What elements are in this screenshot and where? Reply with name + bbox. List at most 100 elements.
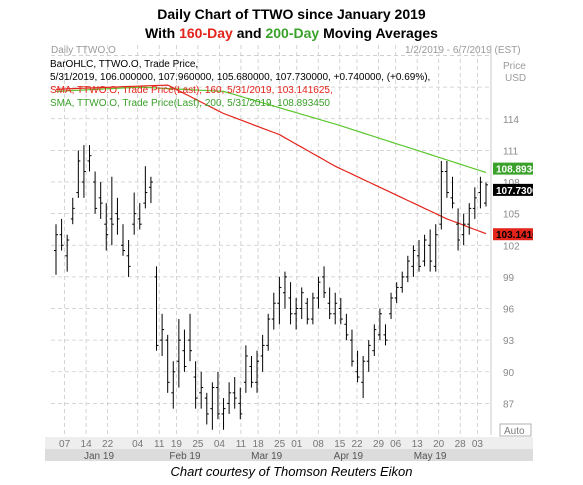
ohlc-bar bbox=[344, 313, 349, 341]
ohlc-bar bbox=[70, 197, 75, 225]
ohlc-bar bbox=[372, 324, 377, 356]
x-day-tick-label: 15 bbox=[334, 439, 346, 450]
ohlc-bar bbox=[154, 266, 159, 351]
y-tick-label: 99 bbox=[503, 273, 515, 284]
ohlc-bar bbox=[389, 292, 394, 320]
ohlc-bar bbox=[221, 398, 226, 430]
ohlc-bar bbox=[121, 224, 126, 256]
auto-scale-label: Auto bbox=[504, 426, 525, 437]
ohlc-bar bbox=[294, 297, 299, 330]
ohlc-bar bbox=[305, 297, 310, 325]
ohlc-bar bbox=[428, 229, 433, 272]
ohlc-bar bbox=[377, 308, 382, 341]
ohlc-bar bbox=[456, 208, 461, 251]
chart-panel: Daily TTWO.O 1/2/2019 - 6/7/2019 (EST) P… bbox=[45, 43, 563, 465]
ohlc-bar bbox=[299, 287, 304, 320]
y-tick-label: 96 bbox=[503, 305, 515, 316]
ohlc-bar bbox=[383, 324, 388, 346]
y-tick-label: 111 bbox=[503, 146, 519, 157]
ohlc-bar bbox=[433, 224, 438, 272]
x-day-tick-label: 22 bbox=[102, 439, 114, 450]
ohlc-bar bbox=[249, 355, 254, 388]
ohlc-bar bbox=[98, 182, 103, 219]
x-day-tick-label: 19 bbox=[171, 439, 183, 450]
x-month-tick-label: Apr 19 bbox=[334, 451, 364, 462]
legend-sma-160: SMA, TTWO.O, Trade Price(Last), 160, 5/3… bbox=[50, 85, 333, 96]
y-tick-label: 90 bbox=[503, 368, 515, 379]
ohlc-bar bbox=[176, 319, 181, 388]
y-tick-label: 87 bbox=[503, 399, 515, 410]
ohlc-bar bbox=[394, 282, 399, 304]
ohlc-bar bbox=[422, 234, 427, 267]
ohlc-bar bbox=[405, 255, 410, 283]
ohlc-bar bbox=[165, 334, 170, 393]
ohlc-bar bbox=[400, 271, 405, 293]
x-day-tick-label: 13 bbox=[412, 439, 424, 450]
ohlc-bar bbox=[266, 313, 271, 351]
month-axis-band bbox=[45, 449, 533, 461]
ohlc-bar bbox=[188, 313, 193, 362]
chart-date-range: 1/2/2019 - 6/7/2019 (EST) bbox=[405, 45, 521, 56]
title-160-day: 160-Day bbox=[179, 25, 233, 41]
x-month-tick-label: Mar 19 bbox=[251, 451, 283, 462]
ohlc-bar bbox=[310, 292, 315, 325]
x-month-tick-label: Feb 19 bbox=[169, 451, 201, 462]
ohlc-bar bbox=[126, 240, 131, 277]
sma-160-line bbox=[55, 84, 487, 235]
x-day-tick-label: 03 bbox=[472, 439, 484, 450]
ohlc-bar bbox=[411, 245, 416, 277]
x-day-tick-label: 04 bbox=[132, 439, 144, 450]
y-tick-label: 93 bbox=[503, 336, 515, 347]
ohlc-bar bbox=[355, 350, 360, 383]
ohlc-bar bbox=[282, 271, 287, 309]
chart-instrument-name: Daily TTWO.O bbox=[51, 45, 116, 56]
chart-caption: Chart courtesy of Thomson Reuters Eikon bbox=[170, 464, 413, 479]
ohlc-bar bbox=[137, 203, 142, 230]
x-day-tick-label: 01 bbox=[291, 439, 303, 450]
ohlc-bar bbox=[160, 313, 165, 356]
ohlc-bar bbox=[349, 329, 354, 367]
ohlc-bar bbox=[59, 218, 64, 251]
y-tick-label: 105 bbox=[503, 210, 520, 221]
ohlc-bar bbox=[171, 361, 176, 409]
last-price-tag-label: 107.730000 bbox=[496, 186, 533, 197]
ohlc-bar bbox=[104, 203, 109, 251]
ohlc-bar bbox=[361, 355, 366, 399]
price-chart: Daily TTWO.O 1/2/2019 - 6/7/2019 (EST) P… bbox=[45, 43, 563, 465]
ohlc-bar bbox=[484, 182, 488, 207]
day-axis-band bbox=[45, 437, 533, 449]
ohlc-bar bbox=[193, 361, 198, 409]
ohlc-bar bbox=[54, 224, 58, 275]
x-day-tick-label: 11 bbox=[154, 439, 165, 450]
ohlc-bar bbox=[215, 371, 220, 420]
ohlc-bar bbox=[255, 350, 260, 393]
ohlc-bar bbox=[277, 276, 282, 325]
ohlc-bar bbox=[322, 266, 327, 298]
x-day-tick-label: 20 bbox=[433, 439, 445, 450]
ohlc-bar bbox=[148, 176, 153, 204]
ohlc-bar bbox=[444, 160, 449, 198]
x-day-tick-label: 04 bbox=[214, 439, 226, 450]
auto-scale-button[interactable] bbox=[499, 423, 532, 437]
ohlc-bar bbox=[461, 213, 466, 246]
title-prefix: With bbox=[145, 25, 180, 41]
x-day-tick-label: 14 bbox=[81, 439, 93, 450]
moving-average-lines bbox=[55, 84, 487, 235]
x-month-tick-label: May 19 bbox=[414, 451, 447, 462]
sma-200-line bbox=[55, 86, 487, 174]
x-day-tick-label: 08 bbox=[313, 439, 325, 450]
chart-title-line-2: With 160-Day and 200-Day Moving Averages bbox=[0, 25, 583, 41]
chart-background bbox=[45, 43, 533, 465]
ohlc-bar bbox=[238, 387, 243, 420]
ohlc-bar bbox=[232, 377, 237, 409]
ohlc-bar bbox=[65, 234, 70, 272]
price-axis: 87 90 93 96 99 102 105 108 111 114 bbox=[490, 45, 520, 435]
ohlc-bar bbox=[132, 192, 137, 235]
y-tick-label: 114 bbox=[503, 115, 519, 126]
title-200-day: 200-Day bbox=[265, 25, 320, 41]
x-day-tick-label: 25 bbox=[274, 439, 286, 450]
ohlc-bar bbox=[467, 203, 472, 235]
title-suffix: Moving Averages bbox=[319, 25, 438, 41]
ohlc-bar bbox=[143, 166, 148, 209]
date-axis: 07 14 22 04 11 19 25 04 11 18 25 01 08 15 22 29 06 13 20 28… bbox=[45, 437, 533, 462]
